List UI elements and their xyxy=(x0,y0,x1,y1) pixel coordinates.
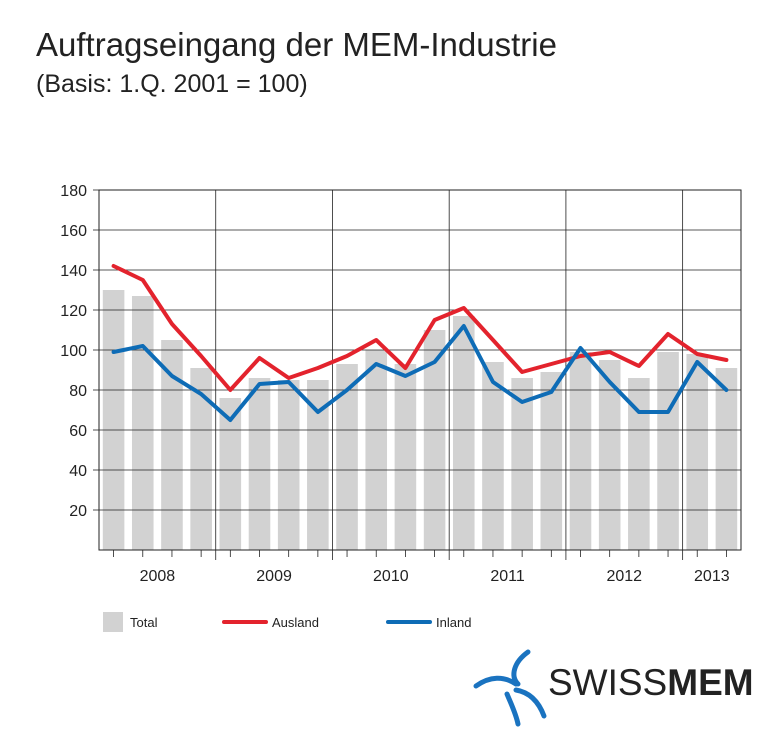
logo-text-part2: MEM xyxy=(667,662,754,703)
chart-title: Auftragseingang der MEM-Industrie xyxy=(36,26,557,63)
plot-frame xyxy=(98,189,742,551)
bar-total-2011-q3 xyxy=(511,378,533,550)
swissmem-logo-icon xyxy=(473,649,547,727)
legend-label-ausland: Ausland xyxy=(272,615,319,630)
legend-label-total: Total xyxy=(130,615,158,630)
bar-total-2008-q2 xyxy=(131,296,154,550)
bar-total-2013-q1 xyxy=(686,354,709,550)
bar-total-2008-q4 xyxy=(190,368,212,550)
x-year-label-2013: 2013 xyxy=(694,568,730,585)
chart-legend: Total Ausland Inland xyxy=(103,612,471,632)
y-tick-label-60: 60 xyxy=(69,423,87,440)
bar-total-2011-q1 xyxy=(452,316,475,550)
x-axis: 2008 2009 2010 2011 2012 2013 xyxy=(113,550,730,585)
bar-series-total xyxy=(102,290,738,550)
bar-total-2009-q2 xyxy=(248,378,271,550)
line-series xyxy=(111,264,729,422)
y-tick-label-80: 80 xyxy=(69,383,87,400)
line-series-inland xyxy=(111,324,729,422)
bar-total-2011-q4 xyxy=(540,372,563,550)
y-tick-label-100: 100 xyxy=(60,343,87,360)
bar-total-2012-q3 xyxy=(628,378,650,550)
bar-total-2010-q2 xyxy=(365,350,388,550)
logo-text-part1: SWISS xyxy=(548,662,668,703)
x-year-label-2012: 2012 xyxy=(606,568,642,585)
x-year-label-2009: 2009 xyxy=(256,568,292,585)
bar-total-2009-q1 xyxy=(219,398,242,550)
line-series-ausland xyxy=(111,264,729,392)
x-year-label-2011: 2011 xyxy=(490,568,525,585)
bar-total-2013-q2 xyxy=(715,368,738,550)
bar-total-2012-q4 xyxy=(657,352,679,550)
bar-total-2008-q1 xyxy=(102,290,125,550)
bar-total-2009-q3 xyxy=(277,380,300,550)
x-year-label-2010: 2010 xyxy=(373,568,409,585)
swissmem-logo-text: SWISSMEM xyxy=(548,662,754,704)
bar-total-2010-q3 xyxy=(394,364,417,550)
bar-total-2009-q4 xyxy=(307,380,329,550)
y-tick-label-40: 40 xyxy=(69,463,87,480)
x-year-label-2008: 2008 xyxy=(140,568,176,585)
y-tick-label-180: 180 xyxy=(60,183,87,200)
bar-total-2012-q2 xyxy=(598,360,621,550)
y-tick-label-160: 160 xyxy=(60,223,87,240)
bar-total-2011-q2 xyxy=(482,362,504,550)
y-tick-label-120: 120 xyxy=(60,303,87,320)
y-axis: 20 40 60 80 100 120 140 160 180 xyxy=(60,183,99,520)
bar-total-2010-q1 xyxy=(336,364,358,550)
bar-total-2010-q4 xyxy=(423,330,446,550)
bar-total-2012-q1 xyxy=(569,352,592,550)
chart-subtitle: (Basis: 1.Q. 2001 = 100) xyxy=(36,70,308,98)
bar-total-2008-q3 xyxy=(161,340,183,550)
legend-label-inland: Inland xyxy=(436,615,471,630)
y-tick-label-20: 20 xyxy=(69,503,87,520)
legend-swatch-total xyxy=(103,612,123,632)
y-tick-label-140: 140 xyxy=(60,263,87,280)
